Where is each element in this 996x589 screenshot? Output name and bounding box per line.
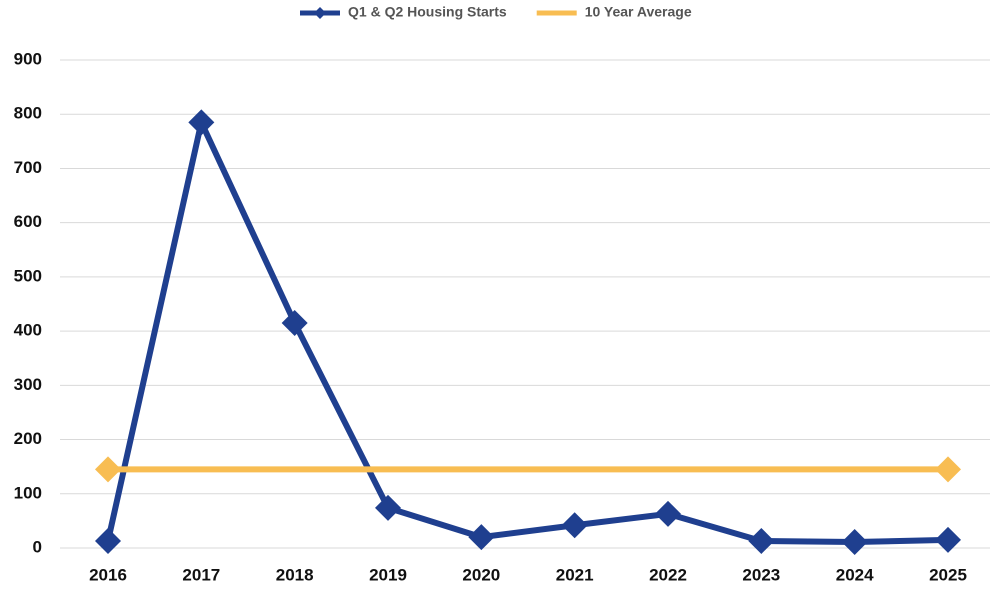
- series-line: [105, 119, 949, 546]
- y-tick-label: 700: [14, 158, 42, 177]
- x-tick-label: 2024: [836, 565, 874, 584]
- y-tick-label: 500: [14, 266, 42, 285]
- data-point: [841, 529, 868, 556]
- legend-marker: [314, 7, 326, 19]
- data-point: [95, 456, 121, 483]
- x-tick-label: 2019: [369, 565, 407, 584]
- y-tick-label: 600: [14, 212, 42, 231]
- data-point: [935, 526, 961, 553]
- y-tick-label: 800: [14, 104, 42, 123]
- y-tick-label: 200: [14, 429, 42, 448]
- x-tick-label: 2023: [742, 565, 780, 584]
- data-point: [375, 494, 401, 521]
- x-tick-label: 2020: [462, 565, 500, 584]
- x-tick-label: 2021: [556, 565, 594, 584]
- x-tick-label: 2016: [89, 565, 127, 584]
- data-point: [188, 109, 215, 136]
- data-point: [281, 309, 308, 336]
- x-tick-label: 2017: [182, 565, 220, 584]
- data-point: [935, 456, 961, 483]
- y-tick-label: 0: [33, 537, 42, 556]
- legend-label: 10 Year Average: [585, 4, 692, 20]
- x-tick-label: 2022: [649, 565, 687, 584]
- x-tick-label: 2025: [929, 565, 967, 584]
- legend-label: Q1 & Q2 Housing Starts: [348, 4, 507, 20]
- data-point: [748, 527, 775, 554]
- y-tick-label: 300: [14, 375, 42, 394]
- y-tick-label: 100: [14, 483, 42, 502]
- data-point: [561, 512, 588, 539]
- y-tick-label: 400: [14, 321, 42, 340]
- y-tick-label: 900: [14, 49, 42, 68]
- data-point: [655, 500, 681, 527]
- data-point: [468, 524, 495, 551]
- x-tick-label: 2018: [276, 565, 314, 584]
- data-point: [95, 527, 121, 554]
